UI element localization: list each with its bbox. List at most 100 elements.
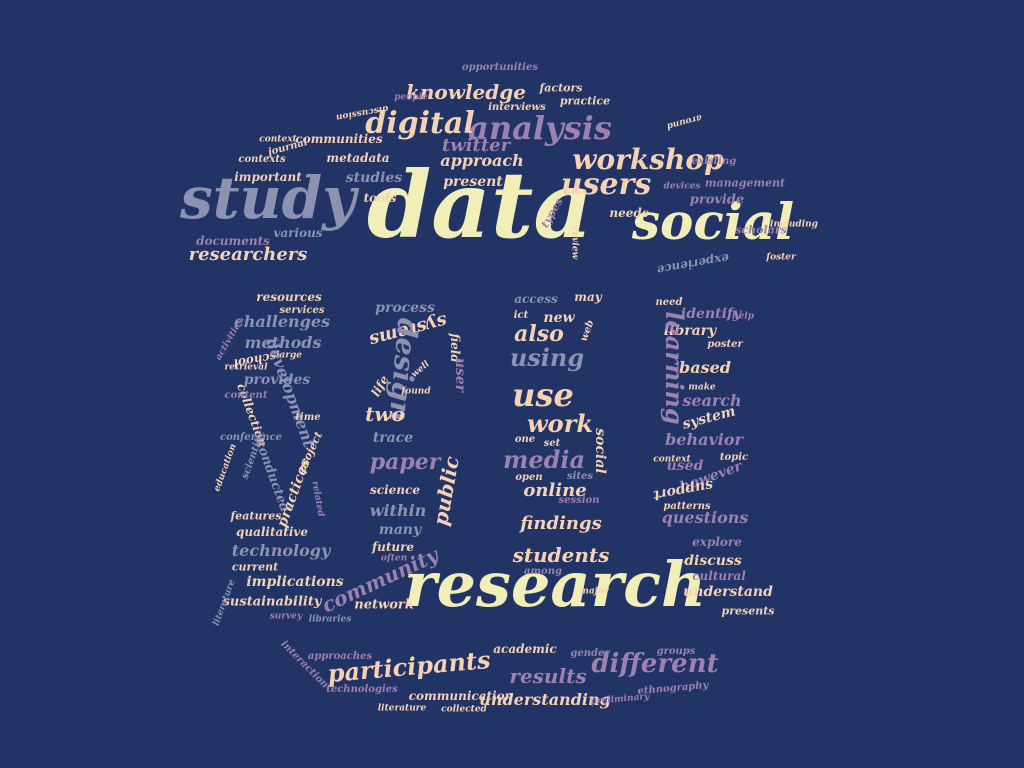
word-process: process — [375, 300, 435, 316]
word-features: features — [230, 509, 282, 523]
word-scholars: scholars — [735, 223, 787, 237]
word-conference: conference — [219, 432, 283, 443]
word-trace: trace — [372, 430, 414, 446]
word-people: people — [394, 92, 428, 103]
word-various: various — [273, 226, 323, 240]
word-academic: academic — [493, 642, 557, 656]
word-set: set — [543, 438, 561, 449]
word-important: important — [234, 170, 302, 184]
word-libraries: libraries — [308, 614, 352, 625]
word-results: results — [509, 664, 587, 688]
word-experience: experience — [655, 250, 731, 278]
word-needs: needs — [609, 206, 649, 220]
word-access: access — [514, 292, 558, 306]
word-survey: survey — [269, 611, 303, 622]
word-large: large — [275, 350, 303, 361]
word-context: context — [259, 134, 297, 145]
word-practice: practice — [559, 94, 611, 108]
word-used: used — [666, 458, 704, 474]
word-science: science — [370, 483, 420, 497]
word-management: management — [704, 176, 786, 190]
word-future: future — [371, 540, 415, 554]
word-time: time — [295, 412, 321, 423]
word-make: make — [688, 382, 716, 393]
word-web: web — [578, 318, 597, 344]
word-literature: literature — [377, 703, 427, 714]
word-often: often — [380, 553, 408, 564]
word-approaches: approaches — [307, 651, 373, 662]
word-around: around — [665, 111, 703, 131]
word-use: use — [512, 376, 574, 414]
word-media: media — [502, 445, 586, 474]
word-education: education — [212, 442, 239, 494]
word-need: need — [655, 297, 683, 308]
word-user: user — [452, 357, 468, 393]
word-ict: ict — [513, 310, 529, 321]
word-provide: provide — [689, 192, 745, 208]
word-online: online — [523, 480, 587, 501]
word-contexts: contexts — [238, 154, 286, 165]
word-new: new — [543, 310, 575, 326]
word-many: many — [378, 522, 422, 538]
word-retrieval: retrieval — [224, 362, 268, 373]
word-study: study — [180, 164, 356, 232]
word-different: different — [591, 649, 719, 679]
word-support: support — [651, 476, 715, 504]
word-also: also — [514, 321, 564, 347]
word-session: session — [558, 495, 600, 506]
word-documents: documents — [196, 234, 270, 248]
word-work: work — [527, 409, 593, 438]
word-interviews: interviews — [488, 102, 546, 113]
word-gender: gender — [570, 648, 610, 659]
word-services: services — [279, 305, 325, 316]
word-users: users — [560, 167, 652, 202]
word-provides: provides — [243, 372, 311, 388]
word-content: content — [224, 390, 268, 401]
word-technologies: technologies — [326, 684, 398, 695]
word-explore: explore — [692, 535, 742, 549]
word-social: social — [631, 192, 795, 251]
word-review: review — [569, 226, 580, 260]
word-workshop: workshop — [572, 143, 724, 176]
word-findings: findings — [520, 513, 602, 534]
word-cultural: cultural — [692, 569, 746, 583]
word-using: using — [509, 343, 585, 372]
word-topic: topic — [719, 452, 749, 463]
word-data: data — [366, 151, 594, 259]
word-sites: sites — [566, 471, 594, 482]
word-understanding: understanding — [479, 690, 611, 709]
word-understand: understand — [683, 584, 773, 600]
word-tools: tools — [363, 191, 397, 205]
word-help: help — [732, 311, 754, 322]
word-paper: paper — [369, 449, 441, 475]
word-interaction: interaction — [278, 638, 331, 691]
word-presents: presents — [721, 604, 775, 618]
word-identify: identify — [680, 306, 742, 322]
word-based: based — [679, 358, 731, 377]
word-technology: technology — [231, 541, 331, 560]
word-among: among — [524, 566, 562, 577]
word-devices: devices — [663, 181, 701, 192]
word-researchers: researchers — [188, 244, 308, 265]
word-two: two — [365, 402, 405, 426]
word-within: within — [369, 501, 427, 520]
word-questions: questions — [661, 508, 749, 527]
word-implications: implications — [246, 574, 344, 590]
word-factors: factors — [539, 81, 583, 95]
word-communication: communication — [408, 689, 514, 703]
word-groups: groups — [656, 646, 696, 657]
word-ethnography: ethnography — [637, 679, 709, 698]
word-search: search — [682, 391, 742, 410]
word-qualitative: qualitative — [235, 525, 309, 539]
word-existing: existing — [691, 156, 737, 167]
word-poster: poster — [707, 339, 743, 350]
word-metadata: metadata — [326, 151, 390, 165]
word-methods: methods — [244, 333, 322, 352]
word-present: present — [443, 174, 503, 190]
word-major: major — [579, 586, 609, 597]
word-knowledge: knowledge — [406, 80, 526, 104]
word-students: students — [512, 543, 610, 567]
word-communities: communities — [295, 132, 383, 146]
word-may: may — [574, 290, 602, 304]
